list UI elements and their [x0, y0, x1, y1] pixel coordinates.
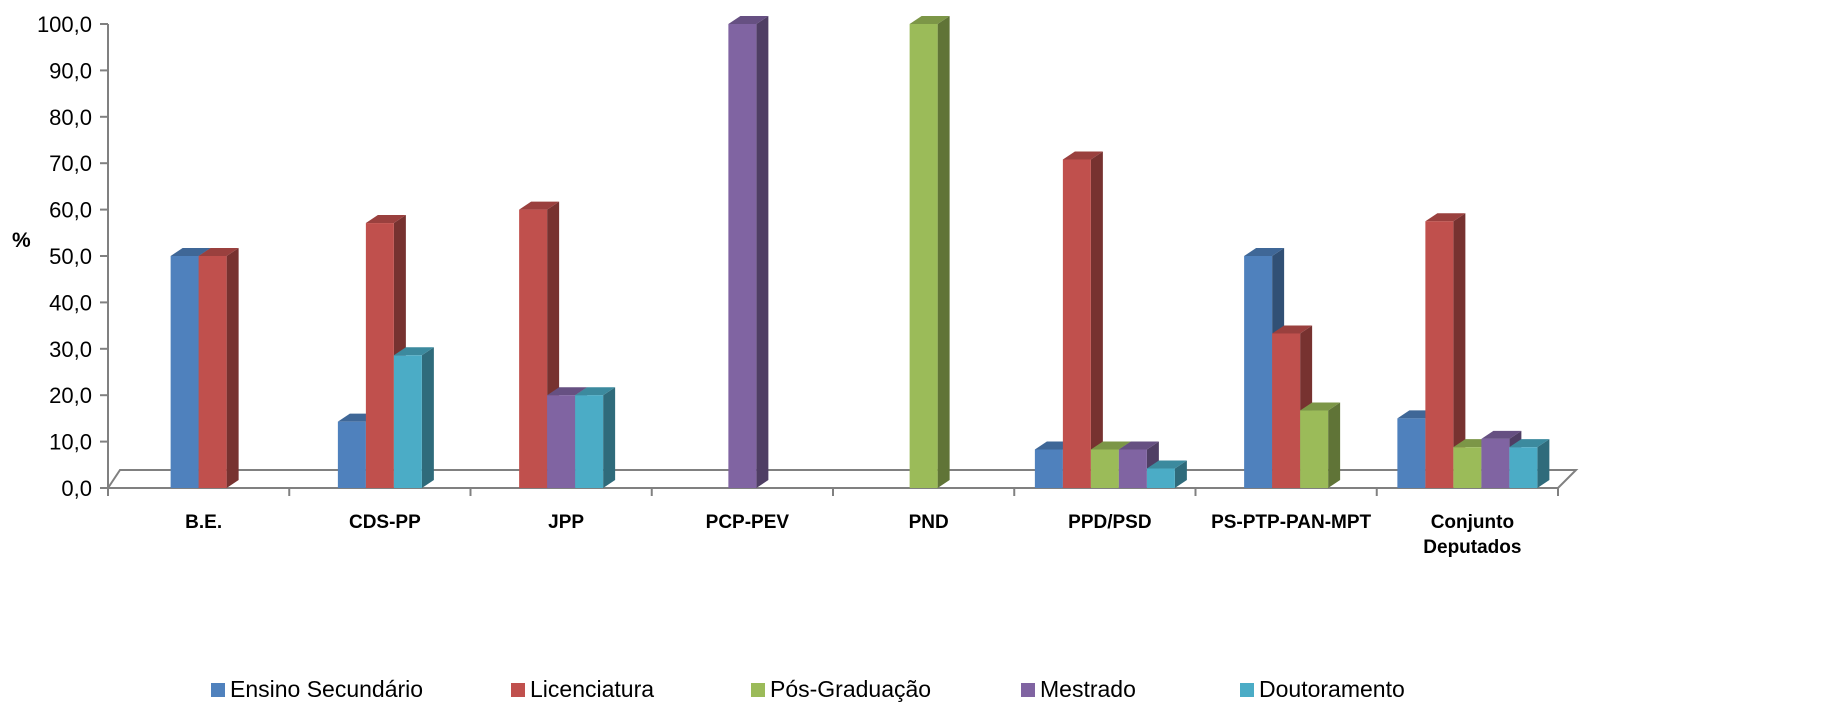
x-category-label: Conjunto: [1431, 512, 1514, 533]
x-category-label: JPP: [548, 512, 584, 533]
bar-side: [1453, 213, 1466, 488]
bar: [198, 256, 227, 488]
bar-top: [1481, 430, 1522, 439]
legend-label: Pós-Graduação: [770, 676, 931, 702]
y-tick-label: 10,0: [49, 430, 92, 455]
bar-side: [1328, 402, 1341, 488]
bar-side: [937, 16, 950, 488]
bar-top: [1425, 213, 1466, 222]
bar: [547, 395, 576, 488]
chart-bars: [170, 16, 1550, 488]
bar-top: [1118, 441, 1159, 450]
bar: [1397, 418, 1426, 488]
legend-label: Ensino Secundário: [230, 676, 423, 702]
bar-top: [1244, 248, 1285, 256]
bar: [1272, 333, 1301, 488]
y-tick-label: 20,0: [49, 383, 92, 408]
legend-swatch: [1021, 683, 1035, 697]
legend-swatch: [511, 683, 525, 697]
bar: [1453, 447, 1482, 488]
bar: [1118, 449, 1147, 488]
bar: [1300, 410, 1329, 488]
chart-legend: Ensino Secundário Licenciatura Pós-Graduaç…: [211, 676, 1405, 702]
y-tick-label: 30,0: [49, 337, 92, 362]
y-tick-label: 90,0: [49, 58, 92, 83]
bar-top: [1062, 151, 1103, 160]
floor-plane: [106, 469, 1579, 489]
bar: [1146, 468, 1175, 488]
bar-top: [575, 387, 616, 396]
bar: [393, 355, 422, 488]
bar-top: [1272, 325, 1313, 334]
x-category-label: PND: [909, 512, 949, 533]
y-tick-label: 80,0: [49, 105, 92, 130]
bar-side: [603, 387, 616, 488]
x-category-label: Deputados: [1423, 537, 1521, 558]
bar: [337, 421, 366, 488]
chart-floor: [106, 469, 1579, 489]
legend-swatch: [211, 683, 225, 697]
y-tick-label: 100,0: [37, 12, 92, 37]
bar: [575, 395, 604, 488]
legend-label: Doutoramento: [1259, 676, 1405, 702]
x-category-label: PCP-PEV: [706, 512, 790, 533]
bar: [909, 24, 938, 488]
bar-side: [1174, 460, 1187, 488]
bar-top: [909, 16, 950, 24]
x-category-label: B.E.: [185, 512, 222, 533]
bar-top: [393, 347, 434, 356]
x-category-label: CDS-PP: [349, 512, 421, 533]
y-tick-label: 40,0: [49, 290, 92, 315]
bar: [1062, 159, 1091, 488]
bar: [170, 256, 199, 488]
bar: [519, 209, 548, 488]
bar: [1425, 221, 1454, 488]
legend-swatch: [1240, 683, 1254, 697]
y-tick-label: 70,0: [49, 151, 92, 176]
bar-side: [1090, 151, 1103, 488]
bar: [728, 24, 757, 488]
y-tick-label: 60,0: [49, 198, 92, 223]
bar: [365, 223, 394, 488]
bar: [1244, 256, 1273, 488]
legend-label: Mestrado: [1040, 676, 1136, 702]
y-tick-label: 0,0: [61, 476, 92, 501]
bar: [1509, 447, 1538, 488]
bar-top: [170, 248, 211, 256]
bar-side: [421, 347, 434, 488]
bar-side: [1537, 439, 1550, 488]
bar-top: [1146, 460, 1187, 469]
legend-label: Licenciatura: [530, 676, 654, 702]
bar-side: [226, 248, 239, 488]
x-category-label: PPD/PSD: [1068, 512, 1151, 533]
bar-top: [1509, 439, 1550, 448]
legend-swatch: [751, 683, 765, 697]
y-tick-label: 50,0: [49, 244, 92, 269]
bar-side: [756, 16, 769, 488]
bar-top: [728, 16, 769, 24]
x-category-label: PS-PTP-PAN-MPT: [1211, 512, 1371, 533]
bar-top: [519, 201, 560, 210]
y-axis-label: %: [12, 229, 31, 252]
bar-top: [1090, 441, 1131, 450]
bar-top: [1300, 402, 1341, 411]
bar: [1090, 449, 1119, 488]
chart-axes: 0,0 10,0 20,0 30,0 40,0 50,0 60,0 70,0 80,0 90,0 1…: [12, 12, 1559, 558]
bar-top: [547, 387, 588, 396]
bar-top: [198, 248, 239, 256]
bar: [1034, 449, 1063, 488]
bar: [1481, 438, 1510, 488]
bar-top: [365, 215, 406, 224]
